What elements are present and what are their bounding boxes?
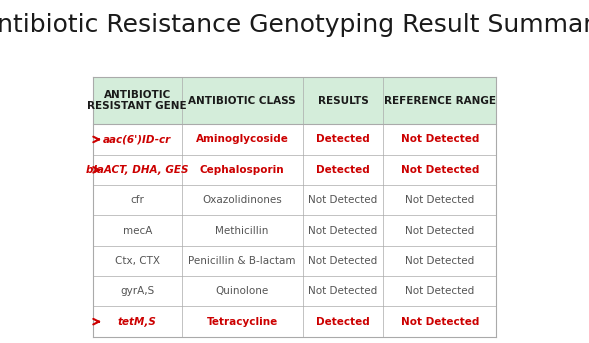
Text: Detected: Detected xyxy=(316,165,370,175)
Text: Detected: Detected xyxy=(316,317,370,327)
FancyBboxPatch shape xyxy=(93,215,496,246)
FancyBboxPatch shape xyxy=(93,155,496,185)
FancyBboxPatch shape xyxy=(93,124,496,155)
Text: Not Detected: Not Detected xyxy=(401,134,479,144)
Text: Not Detected: Not Detected xyxy=(405,286,474,296)
Text: mecA: mecA xyxy=(123,226,152,236)
Text: Not Detected: Not Detected xyxy=(405,256,474,266)
Text: Ctx, CTX: Ctx, CTX xyxy=(115,256,160,266)
Text: ANTIBIOTIC CLASS: ANTIBIOTIC CLASS xyxy=(188,96,296,106)
Text: Tetracycline: Tetracycline xyxy=(206,317,277,327)
Text: Methicillin: Methicillin xyxy=(216,226,269,236)
Text: Not Detected: Not Detected xyxy=(308,195,378,205)
Text: gyrA,S: gyrA,S xyxy=(120,286,154,296)
Text: Not Detected: Not Detected xyxy=(308,286,378,296)
FancyBboxPatch shape xyxy=(93,185,496,215)
FancyBboxPatch shape xyxy=(93,77,496,124)
Text: Not Detected: Not Detected xyxy=(401,165,479,175)
FancyBboxPatch shape xyxy=(93,276,496,307)
Text: ANTIBIOTIC
RESISTANT GENE: ANTIBIOTIC RESISTANT GENE xyxy=(87,90,187,111)
Text: Not Detected: Not Detected xyxy=(405,195,474,205)
Text: RESULTS: RESULTS xyxy=(317,96,368,106)
Text: Penicillin & B-lactam: Penicillin & B-lactam xyxy=(188,256,296,266)
Text: Not Detected: Not Detected xyxy=(405,226,474,236)
Text: cfr: cfr xyxy=(130,195,144,205)
Text: blaACT, DHA, GES: blaACT, DHA, GES xyxy=(86,165,188,175)
Text: Aminoglycoside: Aminoglycoside xyxy=(196,134,289,144)
Text: Antibiotic Resistance Genotyping Result Summary: Antibiotic Resistance Genotyping Result … xyxy=(0,13,589,37)
Text: Detected: Detected xyxy=(316,134,370,144)
Text: tetM,S: tetM,S xyxy=(118,317,157,327)
Text: Oxazolidinones: Oxazolidinones xyxy=(202,195,282,205)
Text: Not Detected: Not Detected xyxy=(308,256,378,266)
Text: Not Detected: Not Detected xyxy=(308,226,378,236)
Text: Quinolone: Quinolone xyxy=(216,286,269,296)
FancyBboxPatch shape xyxy=(93,307,496,337)
Text: REFERENCE RANGE: REFERENCE RANGE xyxy=(383,96,496,106)
FancyBboxPatch shape xyxy=(93,246,496,276)
Text: Not Detected: Not Detected xyxy=(401,317,479,327)
Text: aac(6')ID-cr: aac(6')ID-cr xyxy=(103,134,171,144)
Text: Cephalosporin: Cephalosporin xyxy=(200,165,284,175)
